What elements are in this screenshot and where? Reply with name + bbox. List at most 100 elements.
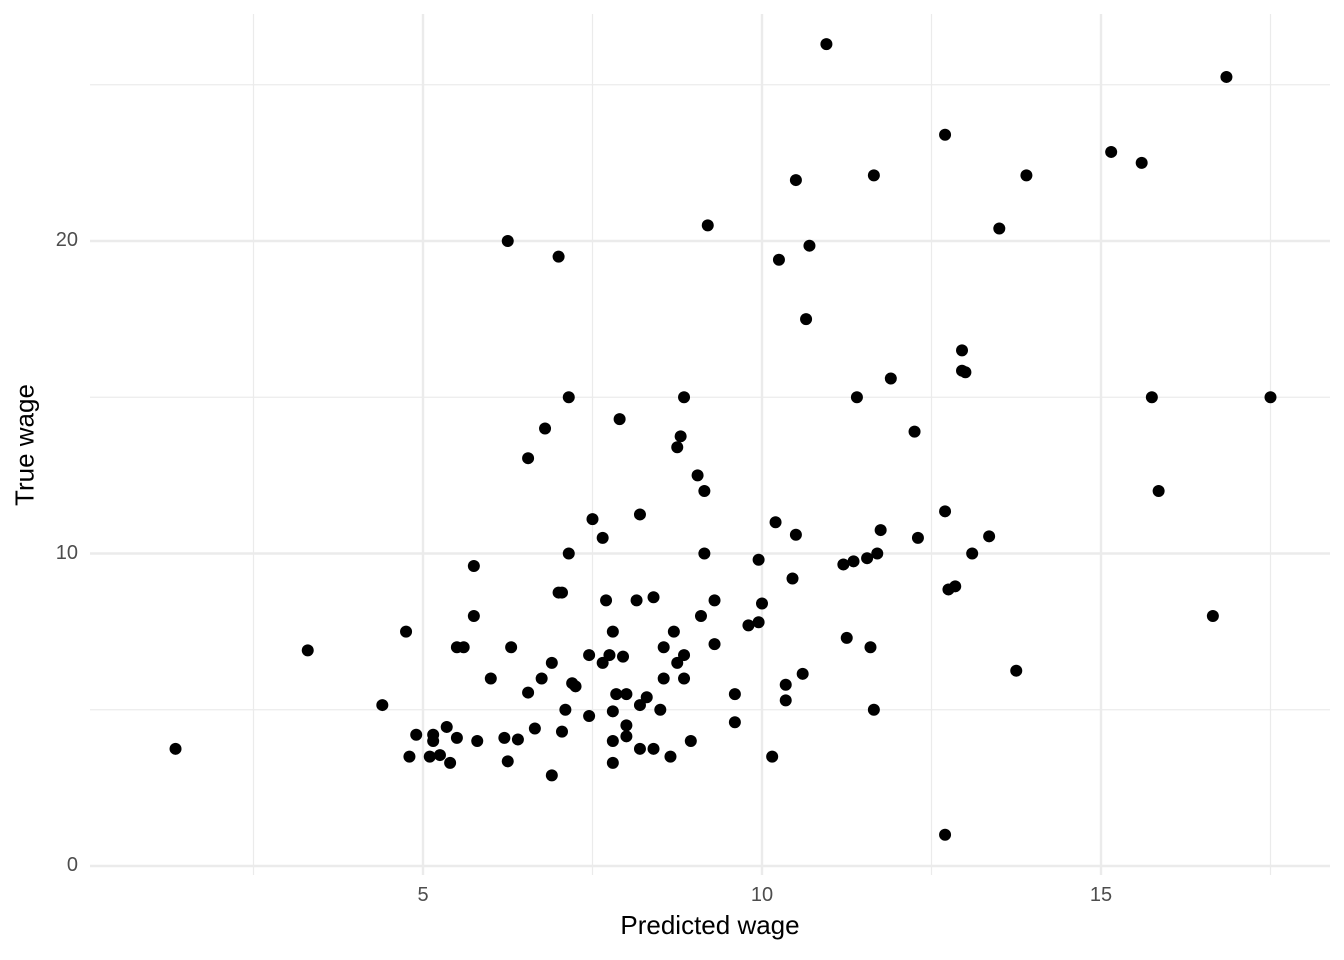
data-point (467, 610, 480, 622)
data-point (630, 594, 643, 607)
data-point (1105, 145, 1118, 158)
data-point (501, 235, 514, 247)
data-point (861, 552, 874, 565)
data-point (583, 649, 596, 662)
data-point (600, 594, 613, 607)
data-point (779, 678, 792, 691)
data-point (522, 686, 535, 699)
data-point (752, 616, 765, 629)
data-point (1264, 391, 1277, 404)
data-point (803, 239, 816, 252)
data-point (410, 728, 423, 741)
data-point (864, 641, 877, 654)
data-point (678, 672, 691, 685)
data-point (796, 667, 809, 680)
y-tick-label: 10 (55, 541, 78, 564)
data-point (874, 524, 887, 537)
data-point (837, 558, 850, 571)
data-point (752, 553, 765, 566)
data-point (511, 733, 524, 746)
data-point (786, 572, 799, 585)
data-point (1206, 610, 1219, 622)
data-point (606, 735, 619, 747)
data-point (552, 250, 565, 263)
data-point (684, 735, 697, 747)
data-point (1145, 391, 1158, 404)
data-point (467, 560, 480, 572)
data-point (640, 691, 653, 704)
data-point (583, 710, 596, 722)
data-point (678, 391, 691, 404)
data-point (694, 610, 707, 622)
major-gridlines (90, 14, 1330, 875)
data-point (498, 731, 511, 744)
data-point (657, 641, 670, 654)
data-point (884, 372, 897, 385)
data-point (444, 756, 457, 769)
data-point (471, 735, 484, 747)
data-point (800, 313, 813, 326)
data-point (427, 728, 440, 741)
data-point (674, 430, 687, 443)
x-tick-label: 15 (1089, 884, 1113, 906)
data-point (671, 656, 684, 669)
data-point (949, 580, 962, 593)
data-point (708, 638, 721, 651)
data-point (484, 672, 497, 685)
data-point (633, 508, 646, 521)
data-point (603, 649, 616, 662)
data-point (1020, 169, 1033, 182)
data-point (654, 703, 667, 716)
data-point (586, 513, 599, 526)
data-point (606, 756, 619, 769)
data-point (403, 750, 416, 763)
data-point (522, 452, 535, 465)
data-point (545, 769, 558, 782)
data-point (633, 742, 646, 755)
data-point (664, 750, 677, 763)
data-point (647, 742, 660, 755)
data-point (959, 366, 972, 379)
data-point (850, 391, 863, 404)
data-point (505, 641, 518, 654)
data-point (569, 680, 582, 693)
data-point (657, 672, 670, 685)
data-point (535, 672, 548, 685)
data-point (939, 505, 952, 518)
data-point (678, 649, 691, 662)
data-point (908, 425, 921, 438)
data-point (539, 422, 552, 435)
data-point (698, 485, 711, 497)
data-point (728, 688, 741, 701)
data-point (596, 531, 609, 544)
minor-gridlines (90, 14, 1330, 875)
data-point (633, 699, 646, 712)
data-point (617, 650, 630, 663)
data-point (691, 469, 704, 482)
y-axis-title: True wage (9, 384, 40, 506)
data-point (647, 591, 660, 604)
data-point (766, 750, 779, 763)
data-point (433, 749, 446, 762)
x-axis-title: Predicted wage (620, 910, 800, 940)
data-point (742, 619, 755, 632)
data-point (620, 719, 633, 732)
data-point (840, 631, 853, 644)
data-points (169, 38, 1277, 841)
data-point (698, 547, 711, 560)
data-point (562, 547, 575, 560)
data-point (400, 625, 413, 638)
data-point (620, 688, 633, 701)
data-point (440, 720, 453, 733)
data-point (966, 547, 979, 560)
data-point (772, 253, 785, 266)
data-point (993, 222, 1006, 235)
data-point (501, 755, 514, 768)
data-point (606, 705, 619, 718)
data-point (708, 594, 721, 607)
data-point (1010, 664, 1023, 677)
data-point (1152, 485, 1165, 497)
data-point (620, 730, 633, 743)
data-point (545, 656, 558, 669)
